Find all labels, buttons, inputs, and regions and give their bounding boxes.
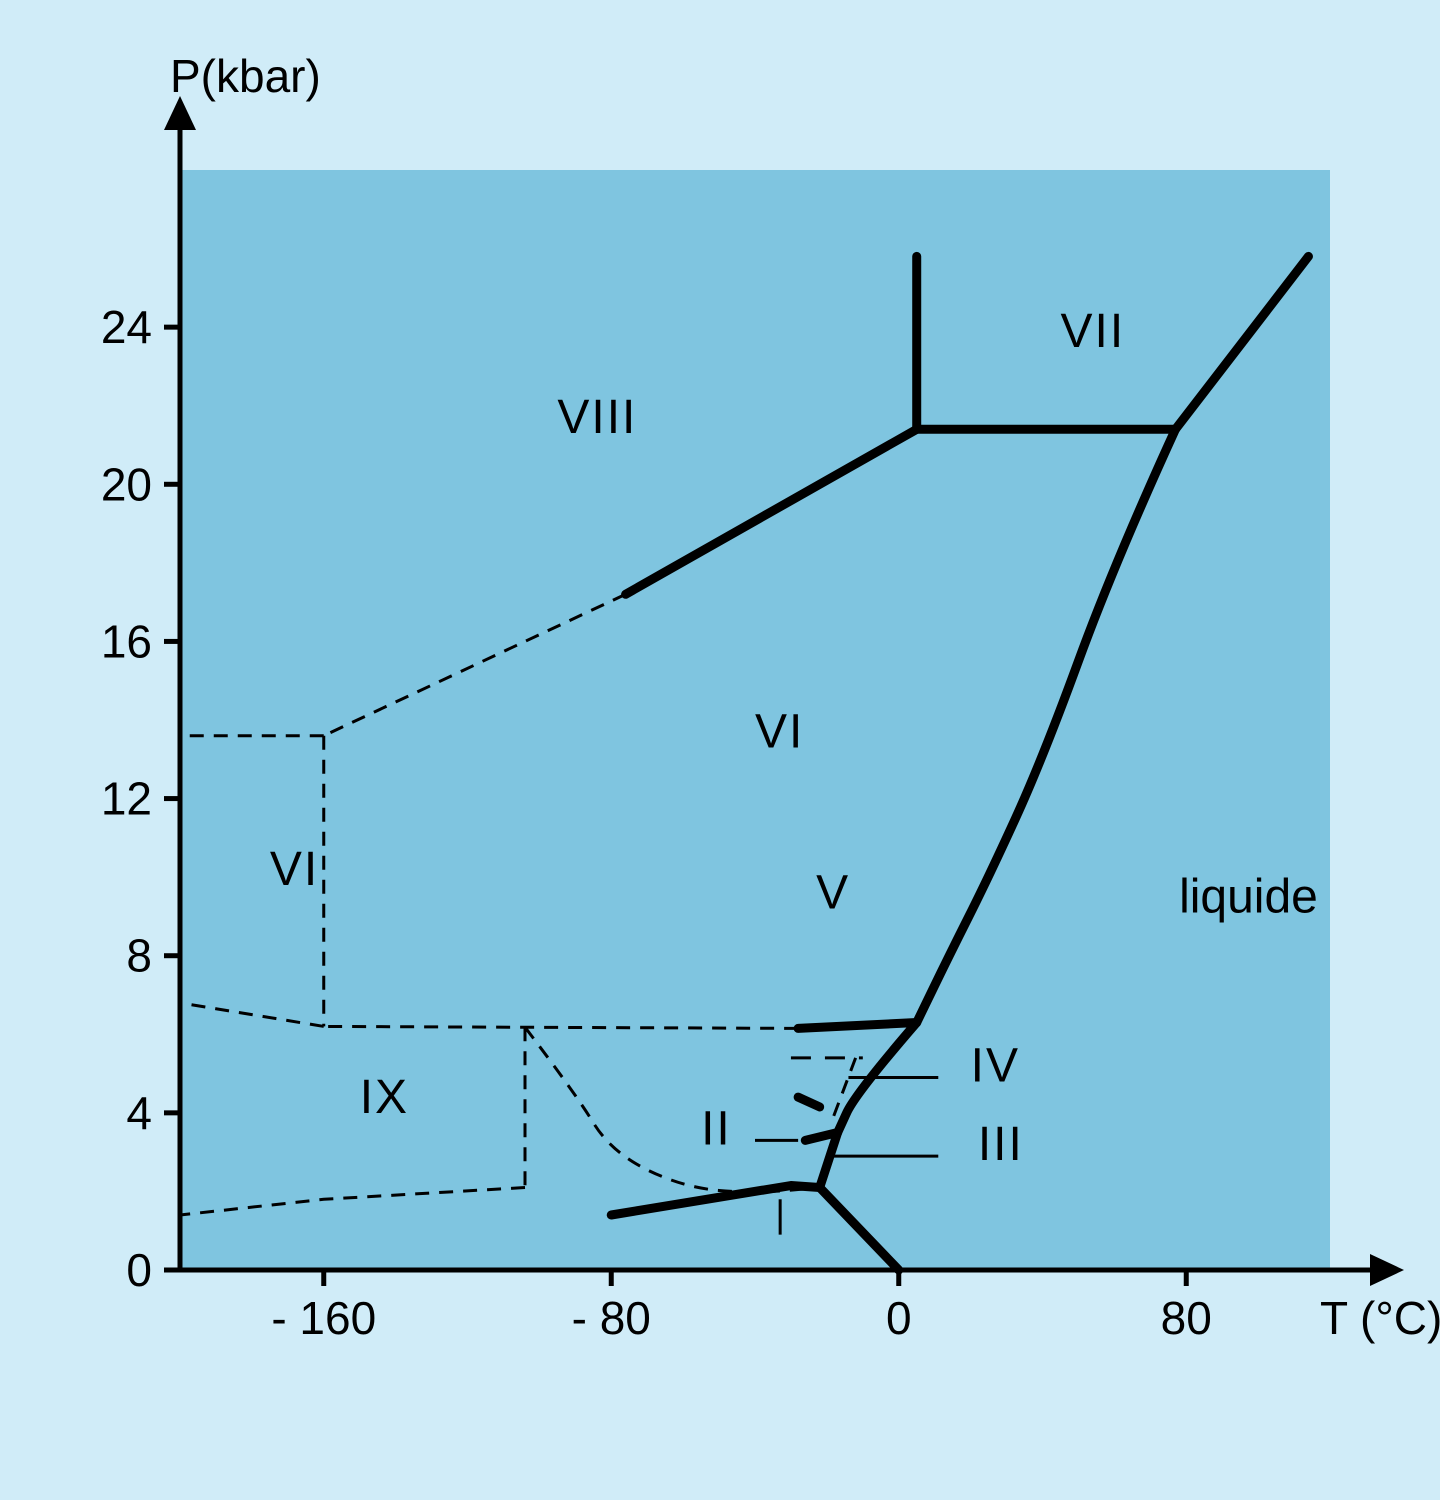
x-axis-label: T (°C) xyxy=(1320,1292,1440,1344)
x-tick-label: 0 xyxy=(886,1292,912,1344)
region-label-III: III xyxy=(978,1118,1024,1171)
y-tick-label: 4 xyxy=(126,1087,152,1139)
x-tick-label: - 80 xyxy=(572,1292,651,1344)
phase-diagram: - 160- 80080T (°C)04812162024P(kbar)VIII… xyxy=(0,0,1440,1500)
x-tick-label: 80 xyxy=(1161,1292,1212,1344)
boundary-V-VI xyxy=(798,1023,917,1029)
region-label-VIII: VIII xyxy=(557,391,637,444)
region-label-II: II xyxy=(701,1102,732,1155)
y-tick-label: 24 xyxy=(101,301,152,353)
y-tick-label: 20 xyxy=(101,458,152,510)
y-tick-label: 16 xyxy=(101,615,152,667)
diagram-svg: - 160- 80080T (°C)04812162024P(kbar)VIII… xyxy=(0,0,1440,1500)
y-tick-label: 8 xyxy=(126,930,152,982)
y-axis-label: P(kbar) xyxy=(170,50,321,102)
region-label-VI_left: VI xyxy=(270,843,319,896)
y-tick-label: 0 xyxy=(126,1244,152,1296)
region-label-IV: IV xyxy=(971,1039,1020,1092)
region-label-liquide: liquide xyxy=(1179,871,1318,924)
region-label-V: V xyxy=(816,867,850,920)
region-label-IX: IX xyxy=(360,1071,409,1124)
y-tick-label: 12 xyxy=(101,773,152,825)
region-label-VII: VII xyxy=(1060,305,1125,358)
region-label-VI_main: VI xyxy=(755,706,804,759)
x-axis-arrow-icon xyxy=(1370,1254,1404,1286)
x-tick-label: - 160 xyxy=(271,1292,376,1344)
